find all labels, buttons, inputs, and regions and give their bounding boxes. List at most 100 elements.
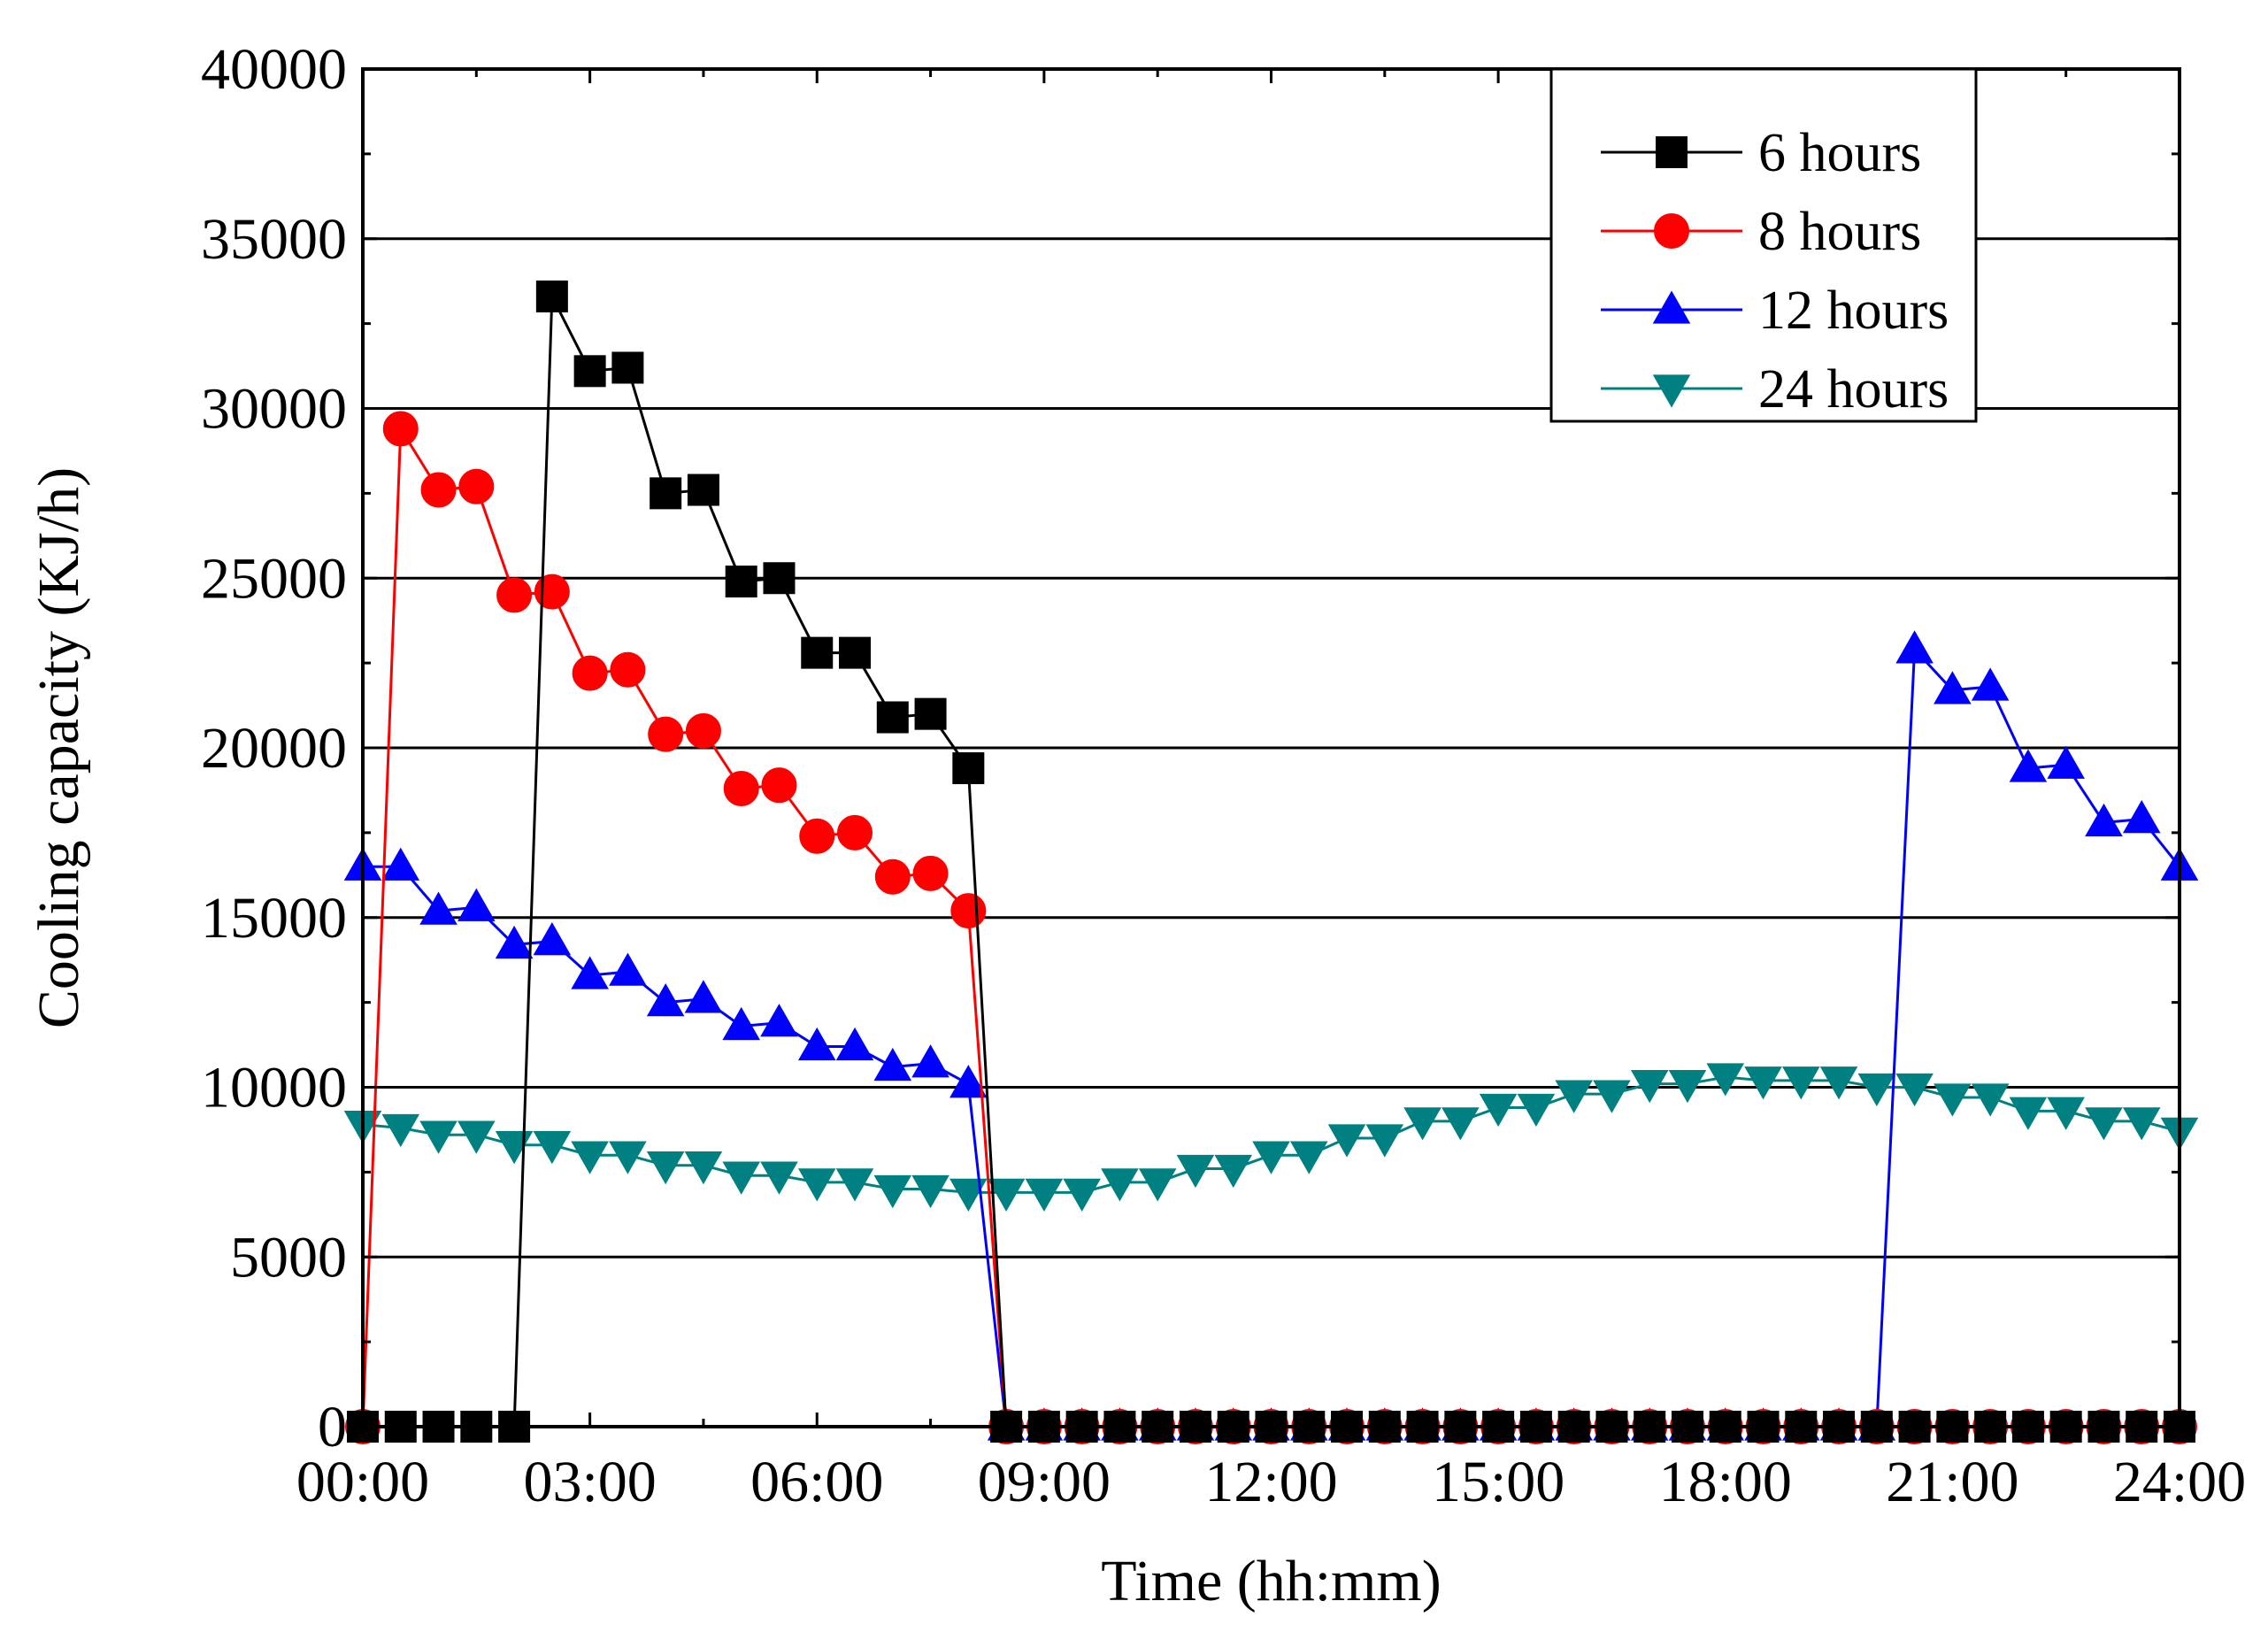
- data-point: [722, 1006, 760, 1041]
- legend-label: 8 hours: [1758, 202, 1921, 262]
- data-point: [1025, 1178, 1064, 1212]
- data-point: [1138, 1168, 1177, 1202]
- data-point: [763, 562, 796, 595]
- y-tick-label: 0: [318, 1395, 347, 1459]
- data-point: [650, 477, 682, 510]
- data-point: [1971, 667, 2010, 701]
- data-point: [876, 701, 909, 734]
- data-point: [610, 651, 646, 688]
- data-point: [835, 1168, 874, 1202]
- data-point: [609, 1141, 647, 1174]
- data-point: [457, 888, 496, 921]
- data-point: [573, 355, 606, 388]
- data-point: [535, 280, 568, 312]
- data-point: [419, 1120, 457, 1154]
- data-point: [797, 1168, 836, 1202]
- data-point: [1101, 1168, 1139, 1202]
- data-point: [1630, 1070, 1669, 1104]
- data-point: [1176, 1154, 1215, 1189]
- data-point: [572, 655, 608, 691]
- data-point: [1214, 1154, 1253, 1189]
- data-point: [2085, 803, 2123, 837]
- x-tick-label: 12:00: [1204, 1450, 1337, 1514]
- legend-box: [1549, 67, 1978, 423]
- data-point: [381, 1113, 420, 1148]
- data-point: [952, 752, 985, 785]
- data-point: [496, 577, 533, 613]
- data-point: [609, 952, 647, 986]
- data-point: [725, 566, 757, 598]
- data-point: [419, 891, 457, 925]
- x-tick-label: 18:00: [1659, 1450, 1792, 1514]
- legend-marker: [1652, 290, 1691, 324]
- y-tick-label: 40000: [201, 37, 347, 102]
- data-point: [761, 767, 797, 804]
- data-point: [611, 351, 644, 384]
- data-point: [1934, 671, 1972, 704]
- data-point: [2047, 1097, 2085, 1130]
- data-point: [381, 847, 420, 881]
- y-tick-label: 35000: [201, 207, 347, 272]
- legend-item: 12 hours: [1601, 281, 1949, 341]
- data-point: [533, 1131, 572, 1165]
- legend-label: 24 hours: [1758, 359, 1949, 420]
- data-point: [687, 473, 719, 506]
- legend: 6 hours 8 hours 12 hours 24 hours: [1549, 67, 1978, 423]
- x-tick-label: 06:00: [750, 1450, 883, 1514]
- data-point: [797, 1027, 836, 1061]
- data-point: [1744, 1066, 1782, 1100]
- data-point: [950, 893, 987, 929]
- data-point: [837, 814, 873, 851]
- plot-frame: [361, 67, 2181, 1428]
- x-tick-label: 09:00: [978, 1450, 1111, 1514]
- legend-marker: [1656, 136, 1688, 168]
- data-point: [874, 858, 911, 895]
- data-point: [911, 1174, 949, 1209]
- data-point: [1479, 1093, 1518, 1128]
- data-point: [1555, 1080, 1593, 1113]
- data-point: [684, 980, 723, 1013]
- y-axis-title: Cooling capacity (KJ/h): [27, 467, 91, 1028]
- data-point: [987, 1178, 1026, 1212]
- x-axis-title: Time (hh:mm): [1101, 1549, 1441, 1613]
- data-point: [685, 712, 721, 749]
- data-point: [2009, 1097, 2048, 1130]
- data-point: [1063, 1178, 1101, 1212]
- y-tick-label: 15000: [201, 886, 347, 951]
- axes: 0 5000 10000 15000 20000 25000 30000 35000 40000…: [201, 37, 2246, 1514]
- data-point: [1289, 1141, 1328, 1174]
- data-point: [457, 1120, 496, 1154]
- data-point: [1895, 1073, 1934, 1107]
- data-point: [799, 818, 835, 854]
- data-point: [801, 636, 834, 669]
- data-point: [1668, 1070, 1707, 1104]
- data-point: [835, 1027, 874, 1061]
- data-point: [911, 1044, 949, 1078]
- data-point: [420, 472, 457, 508]
- x-tick-label: 24:00: [2113, 1450, 2246, 1514]
- data-point: [2122, 1107, 2161, 1141]
- data-point: [949, 1178, 988, 1212]
- data-point: [1782, 1066, 1820, 1100]
- data-point: [1517, 1093, 1556, 1128]
- data-point: [1365, 1124, 1404, 1158]
- y-tick-label: 5000: [230, 1225, 347, 1289]
- x-tick-label: 15:00: [1432, 1450, 1565, 1514]
- legend-item: 8 hours: [1601, 202, 1921, 262]
- data-point: [533, 922, 572, 956]
- data-point: [1895, 630, 1934, 664]
- data-point: [873, 1174, 912, 1209]
- data-point: [684, 1151, 723, 1185]
- data-point: [839, 636, 872, 669]
- data-point: [722, 1161, 760, 1195]
- data-point: [1857, 1073, 1896, 1107]
- data-point: [1971, 1083, 2010, 1117]
- x-tick-label: 21:00: [1886, 1450, 2018, 1514]
- data-point: [2122, 799, 2161, 834]
- legend-item: 24 hours: [1601, 359, 1949, 420]
- data-point: [382, 411, 419, 447]
- data-point: [458, 468, 495, 504]
- data-point: [1403, 1107, 1442, 1141]
- data-point: [648, 716, 684, 752]
